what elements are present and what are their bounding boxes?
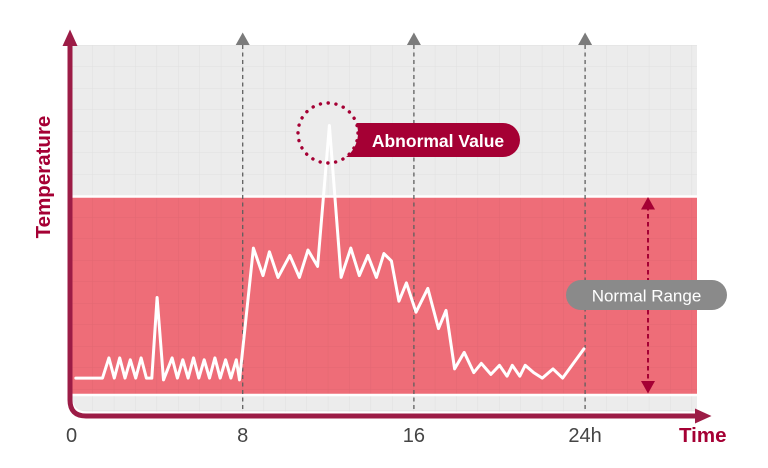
abnormal-value-badge	[330, 123, 520, 157]
x-tick-label-8: 8	[237, 425, 249, 447]
normal-range-arrow-up-head	[641, 197, 655, 210]
time-marker-triangle-16	[406, 32, 421, 45]
time-marker-triangle-24h	[578, 32, 593, 45]
x-axis-arrowhead	[695, 408, 712, 424]
normal-range-callout: Normal Range	[566, 280, 727, 310]
normal-range-label: Normal Range	[592, 287, 702, 306]
time-marker-triangle-8	[235, 32, 250, 45]
temperature-line	[74, 124, 586, 382]
time-marker-group	[235, 32, 593, 411]
y-axis-arrowhead	[62, 29, 78, 46]
y-axis-title: Temperature	[32, 115, 55, 239]
grid-lines	[72, 45, 697, 412]
axis-lines	[67, 42, 699, 419]
x-tick-label-0: 0	[65, 425, 78, 447]
normal-range-pill	[566, 280, 727, 310]
x-axis-title: Time	[679, 424, 727, 447]
x-tick-label-24h: 24h	[568, 425, 602, 447]
x-tick-label-16: 16	[402, 425, 426, 447]
normal-range-arrow-down-head	[641, 381, 655, 394]
abnormal-point-highlight-ring	[296, 101, 360, 165]
abnormal-value-label: Abnormal Value	[372, 131, 505, 151]
axes	[62, 29, 712, 424]
